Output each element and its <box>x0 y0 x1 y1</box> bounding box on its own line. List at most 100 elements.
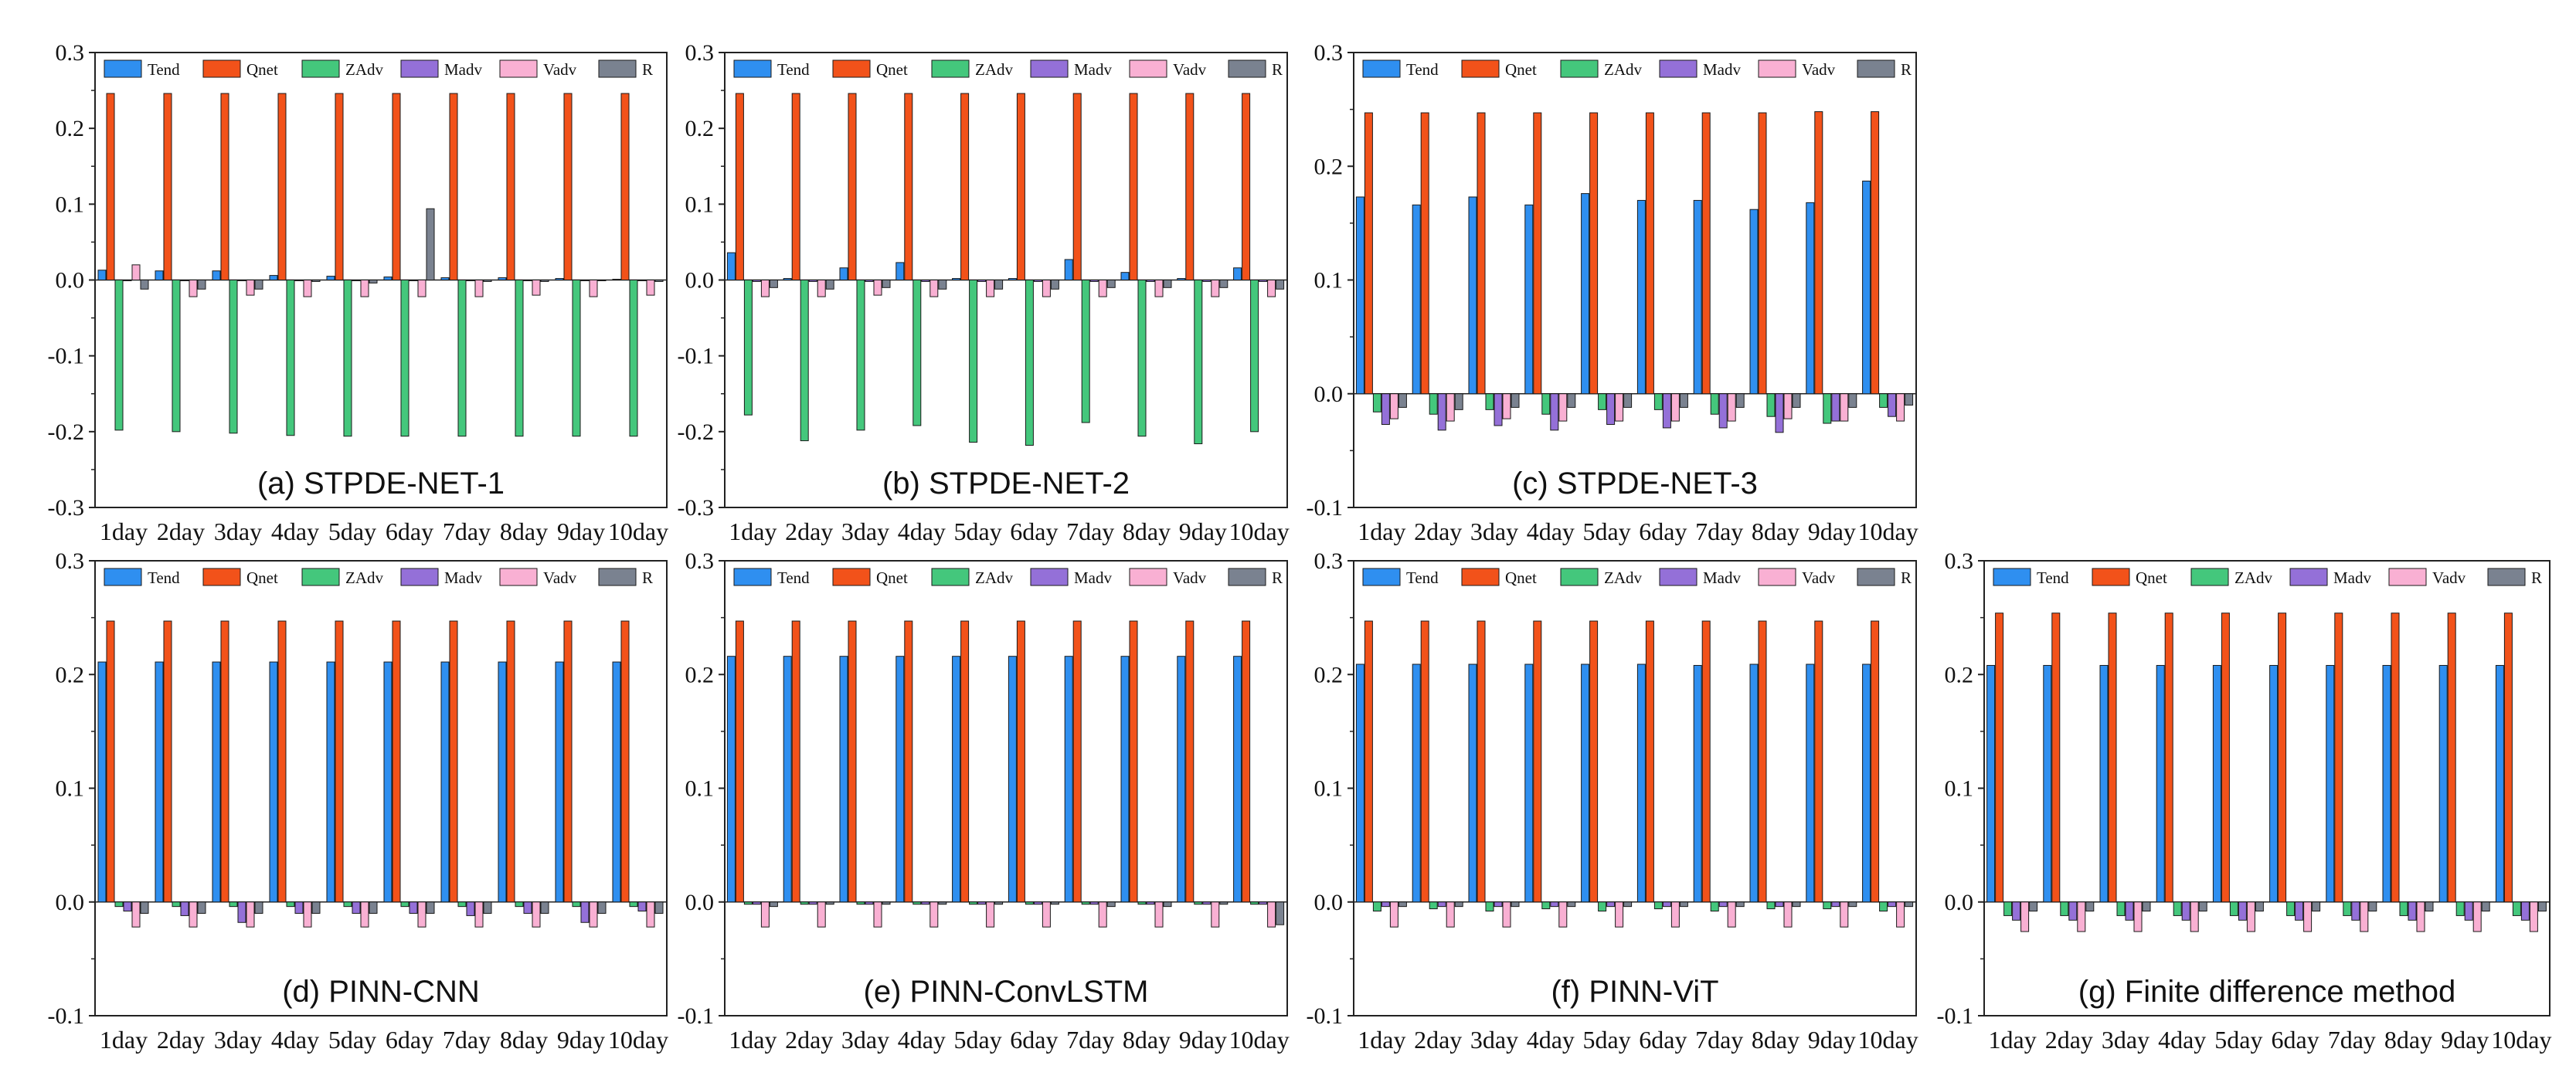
bar-r-9day <box>2481 901 2490 912</box>
x-tick-label: 5day <box>953 1026 1001 1054</box>
legend-swatch <box>1560 568 1599 586</box>
legend-label: Qnet <box>246 568 278 587</box>
legend-label: Qnet <box>1505 568 1537 587</box>
bar-tend-4day <box>269 275 278 280</box>
x-tick-label: 9day <box>1179 518 1227 545</box>
legend-item-qnet: Qnet <box>202 59 278 79</box>
legend-label: ZAdv <box>345 60 383 79</box>
bar-qnet-5day <box>2221 613 2230 903</box>
bar-zadv-6day <box>1653 901 1663 910</box>
bar-madv-3day <box>1494 393 1503 426</box>
bar-r-9day <box>1848 393 1857 408</box>
legend-item-madv: Madv <box>400 568 482 587</box>
bar-qnet-3day <box>1477 112 1486 395</box>
bar-qnet-7day <box>449 93 458 281</box>
bar-qnet-6day <box>1645 112 1654 395</box>
legend-swatch <box>104 59 142 78</box>
x-tick-label: 8day <box>1123 518 1171 545</box>
x-tick-label: 6day <box>1639 518 1687 545</box>
bar-zadv-1day <box>2003 901 2013 916</box>
bar-zadv-8day <box>2399 901 2408 916</box>
x-tick-label: 8day <box>1752 518 1799 545</box>
bar-r-2day <box>1454 901 1463 908</box>
legend-item-r: R <box>1857 59 1912 79</box>
bar-zadv-7day <box>457 901 467 908</box>
legend-label: Tend <box>1406 568 1439 587</box>
bar-zadv-7day <box>1081 280 1090 423</box>
y-tick-label: 0.3 <box>1314 40 1344 66</box>
bar-zadv-4day <box>1541 393 1551 415</box>
legend-label: ZAdv <box>975 60 1013 79</box>
bar-zadv-2day <box>172 280 181 433</box>
bar-r-4day <box>311 280 321 282</box>
bar-vadv-10day <box>646 901 655 928</box>
legend-item-vadv: Vadv <box>1129 568 1207 587</box>
bar-madv-6day <box>409 280 418 281</box>
legend-item-zadv: ZAdv <box>1560 568 1642 587</box>
legend-item-vadv: Vadv <box>2388 568 2466 587</box>
bar-vadv-8day <box>532 901 541 928</box>
bar-qnet-10day <box>1871 620 1880 903</box>
bar-zadv-7day <box>1710 901 1719 912</box>
bar-qnet-9day <box>1814 111 1823 395</box>
chart-panel-e: -0.1 0.0 0.1 0.2 0.3 1day 2day 3day 4day 5day 6day… <box>678 548 1290 1054</box>
bar-madv-1day <box>1381 393 1390 426</box>
bar-zadv-1day <box>1372 393 1381 412</box>
bar-madv-6day <box>1033 901 1042 905</box>
y-tick-label: 0.2 <box>685 116 715 141</box>
bar-zadv-2day <box>800 901 809 905</box>
bar-tend-2day <box>1412 204 1421 395</box>
y-tick-label: 0.3 <box>56 548 85 574</box>
bar-r-8day <box>1163 901 1172 908</box>
y-tick-label: 0.1 <box>685 776 715 802</box>
bar-r-3day <box>2142 901 2151 912</box>
bar-qnet-5day <box>960 620 970 903</box>
y-tick-label: 0.3 <box>1945 548 1974 574</box>
bar-zadv-8day <box>515 901 524 908</box>
legend-swatch <box>931 568 970 586</box>
bar-tend-6day <box>2269 664 2279 903</box>
legend-swatch <box>301 568 340 586</box>
bar-r-9day <box>597 280 607 281</box>
bar-vadv-5day <box>1615 901 1624 928</box>
x-tick-label: 9day <box>1179 1026 1227 1054</box>
bar-qnet-8day <box>1129 620 1138 903</box>
bar-madv-2day <box>180 901 189 916</box>
y-tick-label: 0.1 <box>1314 776 1344 802</box>
y-tick-label: -0.3 <box>48 495 85 521</box>
y-tick-label: 0.1 <box>1314 268 1344 294</box>
bar-qnet-1day <box>735 93 744 281</box>
bar-r-3day <box>882 901 891 905</box>
bar-madv-2day <box>808 901 817 905</box>
bar-vadv-3day <box>1502 393 1511 419</box>
bar-tend-5day <box>1581 193 1590 395</box>
bar-zadv-2day <box>1429 901 1438 910</box>
legend-swatch <box>1758 59 1796 78</box>
bar-vadv-9day <box>1211 901 1220 928</box>
legend-label: Qnet <box>1505 60 1537 79</box>
x-tick-label: 8day <box>2384 1026 2432 1054</box>
bar-vadv-4day <box>929 280 939 297</box>
legend-item-vadv: Vadv <box>1758 568 1836 587</box>
x-tick-label: 10day <box>1857 1026 1918 1054</box>
bar-qnet-3day <box>2108 613 2117 903</box>
bar-madv-6day <box>1033 280 1042 282</box>
x-tick-label: 4day <box>898 518 946 545</box>
bar-zadv-10day <box>1250 280 1259 433</box>
bar-vadv-2day <box>1446 393 1455 422</box>
bar-vadv-6day <box>1670 393 1680 422</box>
legend-swatch <box>598 568 637 586</box>
x-tick-label: 4day <box>1527 1026 1575 1054</box>
legend-label: Tend <box>777 568 810 587</box>
legend-item-tend: Tend <box>1362 59 1439 79</box>
bar-zadv-3day <box>1485 901 1494 912</box>
bar-r-3day <box>254 901 263 914</box>
bar-qnet-4day <box>2164 613 2173 903</box>
bar-zadv-9day <box>572 280 581 437</box>
bar-tend-9day <box>555 661 564 903</box>
bar-madv-2day <box>1437 393 1446 431</box>
bar-vadv-2day <box>189 280 198 297</box>
bar-qnet-7day <box>1072 620 1082 903</box>
legend-label: Vadv <box>1802 60 1836 79</box>
bar-qnet-9day <box>1814 620 1823 903</box>
